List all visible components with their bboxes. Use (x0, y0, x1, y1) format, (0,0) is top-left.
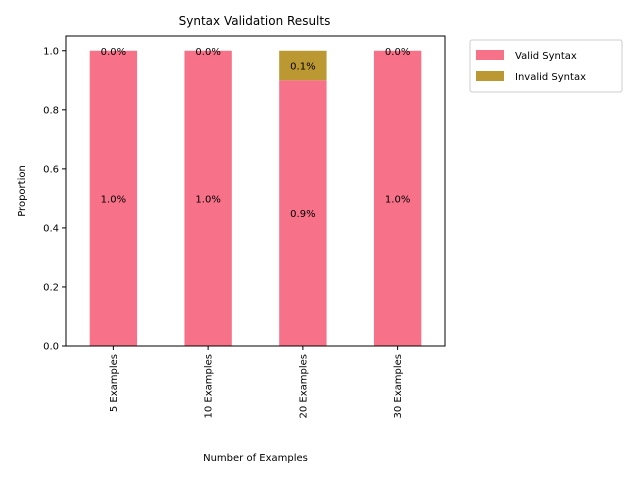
y-tick-label: 0.6 (43, 164, 59, 175)
data-label-valid-2: 1.0% (195, 194, 220, 205)
bar-valid-1 (89, 50, 138, 347)
data-label-valid-1: 1.0% (101, 194, 126, 205)
x-axis-label: Number of Examples (203, 453, 308, 464)
legend-swatch-valid (476, 50, 504, 60)
data-label-invalid-3: 0.1% (290, 62, 315, 73)
legend: Valid Syntax Invalid Syntax (469, 39, 623, 93)
bars-group (89, 50, 422, 347)
legend-label-invalid: Invalid Syntax (515, 72, 586, 83)
legend-frame (469, 39, 623, 93)
x-tick-label: 5 Examples (109, 354, 120, 412)
bar-valid-2 (184, 50, 232, 347)
plot-frame (65, 35, 446, 347)
data-label-invalid-4: 0.0% (385, 47, 410, 58)
data-label-invalid-1: 0.0% (101, 47, 126, 58)
data-label-valid-3: 0.9% (290, 209, 315, 220)
y-axis-label: Proportion (17, 165, 28, 217)
bar-valid-3 (279, 80, 327, 347)
bar-valid-4 (373, 50, 422, 347)
y-tick-label: 0.0 (43, 342, 59, 353)
legend-label-valid: Valid Syntax (515, 51, 577, 62)
x-tick-label: 20 Examples (298, 354, 309, 419)
data-label-valid-4: 1.0% (385, 194, 410, 205)
legend-swatch-invalid (476, 71, 504, 81)
y-axis: 0.0 0.2 0.4 0.6 0.8 1.0 (43, 46, 66, 353)
chart-title: Syntax Validation Results (179, 14, 331, 28)
y-tick-label: 1.0 (43, 46, 59, 57)
y-tick-label: 0.2 (43, 282, 59, 293)
x-tick-label: 10 Examples (204, 354, 215, 419)
x-axis: 5 Examples 10 Examples 20 Examples 30 Examp… (109, 346, 404, 419)
x-tick-label: 30 Examples (393, 354, 404, 419)
data-label-invalid-2: 0.0% (195, 47, 220, 58)
y-tick-label: 0.4 (43, 223, 59, 234)
bar-invalid-3 (279, 50, 327, 81)
data-labels-group: 1.0% 0.0% 1.0% 0.0% 0.9% 0.1% 1.0% 0.0% (101, 47, 411, 220)
y-tick-label: 0.8 (43, 105, 59, 116)
